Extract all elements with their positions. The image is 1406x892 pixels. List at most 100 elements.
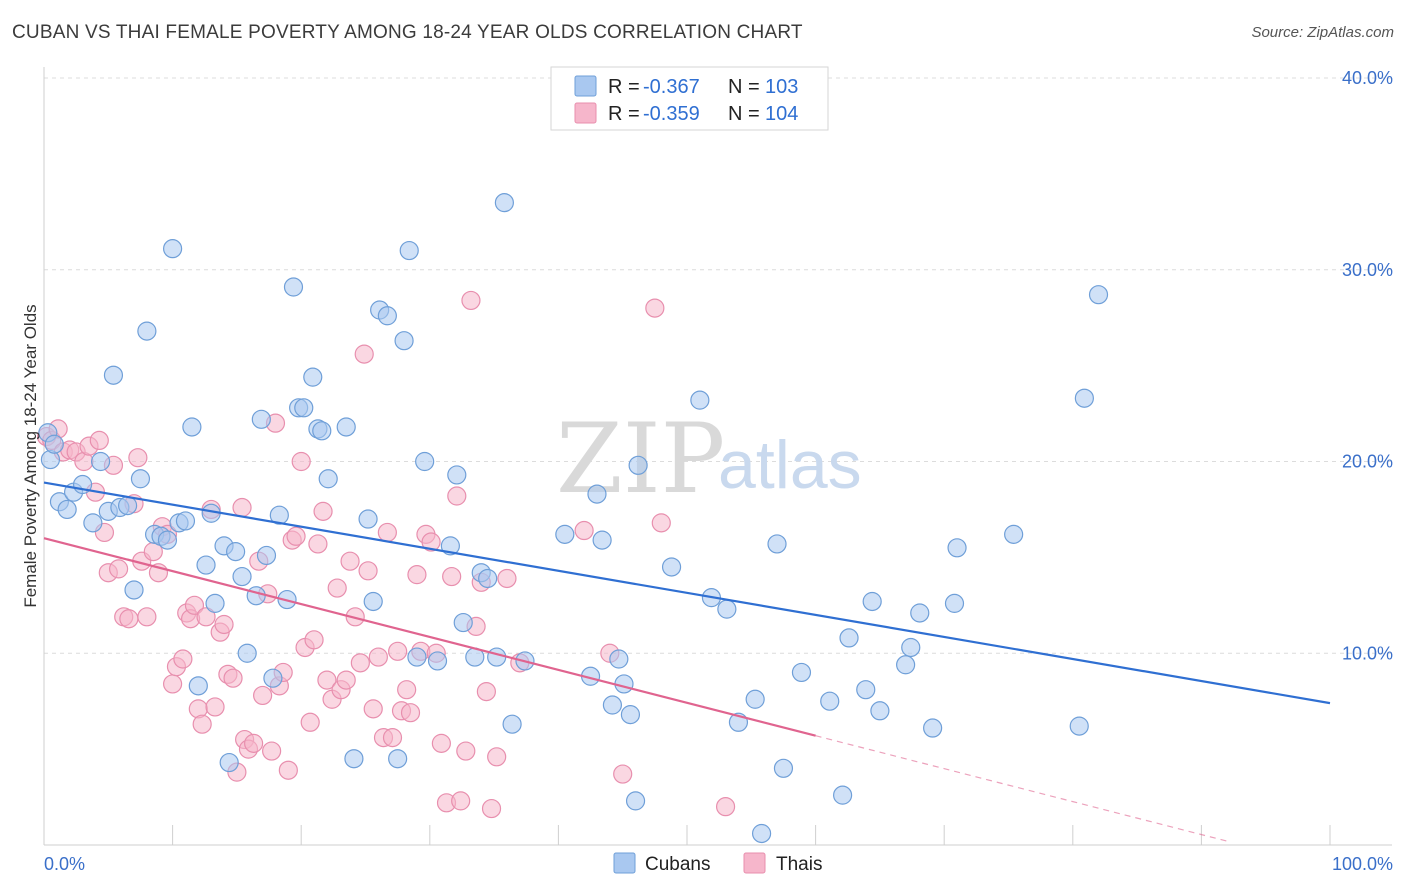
x-tick-label-0: 0.0%	[44, 854, 85, 874]
cuban-point-95	[923, 718, 943, 738]
legend-box	[550, 66, 829, 131]
thai-point-89	[456, 741, 476, 761]
legend-r-value-cubans: -0.367	[643, 76, 700, 98]
legend-r-value-thais: -0.359	[643, 103, 700, 125]
x-tick-labels: 0.0% 100.0%	[44, 854, 1393, 874]
thai-point-65	[340, 551, 360, 571]
thai-point-54	[291, 451, 311, 472]
thai-point-34	[205, 697, 225, 717]
cuban-point-12	[124, 580, 144, 600]
thai-point-88	[451, 791, 471, 811]
cuban-point-40	[303, 367, 323, 387]
y-tick-label-1: 20.0%	[1342, 452, 1393, 472]
cuban-point-11	[117, 496, 138, 516]
cuban-point-45	[344, 749, 364, 769]
cuban-point-44	[336, 417, 356, 437]
cuban-point-94	[910, 603, 930, 623]
cuban-point-17	[157, 530, 178, 550]
bottom-legend-label-thais: Thais	[776, 854, 822, 875]
cuban-point-56	[440, 536, 460, 556]
cuban-point-66	[555, 524, 575, 544]
cuban-point-34	[263, 668, 283, 688]
thai-point-74	[382, 728, 403, 748]
thai-point-71	[368, 647, 388, 667]
cuban-point-90	[862, 591, 882, 612]
cuban-point-22	[188, 676, 208, 696]
cuban-point-68	[587, 484, 607, 504]
cuban-point-77	[690, 390, 710, 410]
thais-points	[36, 290, 736, 819]
thai-point-31	[192, 714, 212, 734]
cuban-point-97	[947, 538, 967, 558]
thai-point-17	[128, 448, 148, 468]
thai-point-29	[184, 595, 205, 615]
cuban-point-64	[502, 714, 522, 734]
thai-point-38	[223, 668, 243, 688]
cuban-point-71	[609, 649, 629, 669]
thai-point-78	[400, 703, 421, 723]
thai-point-69	[358, 561, 378, 581]
thai-point-82	[421, 532, 441, 552]
gridlines	[44, 77, 1392, 654]
cuban-point-89	[856, 680, 876, 700]
cuban-point-83	[767, 534, 787, 554]
cuban-point-63	[494, 193, 514, 213]
cuban-point-50	[388, 749, 408, 769]
thai-point-73	[377, 522, 397, 543]
bottom-legend-swatch-thais	[743, 852, 766, 874]
cuban-point-43	[318, 469, 338, 489]
cuban-point-70	[602, 695, 623, 715]
thai-point-47	[262, 741, 282, 761]
thai-point-58	[308, 534, 328, 554]
cuban-point-46	[358, 509, 378, 529]
cuban-point-52	[399, 240, 419, 261]
thai-point-62	[327, 578, 347, 598]
cuban-point-69	[592, 530, 612, 550]
thai-point-102	[651, 513, 671, 533]
cuban-point-62	[487, 647, 507, 667]
cuban-point-7	[90, 451, 111, 472]
cuban-point-75	[628, 455, 648, 475]
thai-point-98	[574, 520, 594, 541]
thai-trend-extension	[815, 735, 1228, 842]
thai-point-95	[487, 747, 507, 767]
thai-trend-line	[43, 537, 816, 737]
trend-lines	[43, 481, 1331, 842]
cuban-point-20	[175, 511, 196, 531]
cuban-point-14	[137, 321, 157, 341]
thai-point-84	[431, 733, 451, 753]
thai-point-68	[354, 344, 374, 364]
thai-point-56	[300, 712, 320, 732]
thai-point-79	[407, 565, 427, 585]
cuban-point-32	[251, 409, 271, 429]
cuban-point-55	[427, 651, 448, 671]
cuban-point-28	[226, 542, 246, 562]
legend-swatch-thais	[574, 102, 597, 124]
legend-r-label-thais: R =	[608, 103, 640, 125]
thai-point-90	[461, 290, 481, 311]
thai-point-94	[481, 798, 502, 819]
cuban-point-25	[205, 593, 225, 613]
cuban-point-92	[896, 655, 916, 675]
cuban-point-99	[1069, 716, 1089, 736]
cuban-point-30	[237, 643, 257, 663]
legend-r-label-cubans: R =	[608, 76, 640, 98]
cuban-point-86	[820, 691, 840, 711]
thai-point-103	[715, 797, 736, 817]
y-tick-label-3: 40.0%	[1342, 68, 1393, 88]
thai-point-75	[388, 641, 408, 661]
cuban-point-85	[791, 662, 812, 683]
legend-swatch-cubans	[574, 75, 597, 97]
cuban-point-42	[312, 421, 332, 441]
cuban-point-6	[83, 513, 103, 533]
cuban-point-51	[394, 331, 414, 351]
watermark-atlas: atlas	[718, 427, 862, 503]
thai-point-77	[397, 680, 417, 700]
cuban-point-3	[57, 499, 77, 520]
thai-point-64	[336, 670, 356, 690]
cuban-point-27	[219, 752, 239, 773]
cuban-point-9	[103, 365, 124, 385]
cuban-point-81	[745, 689, 765, 709]
cuban-point-23	[196, 555, 216, 575]
cubans-points	[38, 193, 1109, 844]
